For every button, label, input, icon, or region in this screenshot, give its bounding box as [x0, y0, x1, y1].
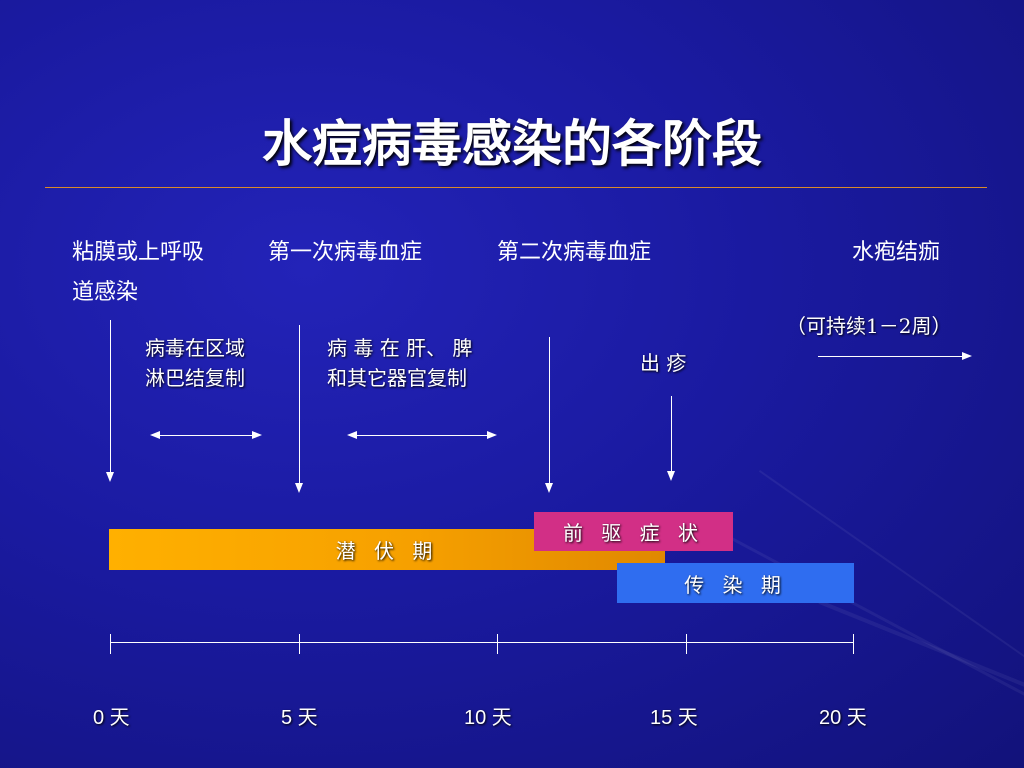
organ-span-right-head: [487, 431, 497, 439]
timeline-tick: [853, 634, 854, 654]
arrow-rash-shaft: [671, 396, 672, 471]
lymph-span-left-head: [150, 431, 160, 439]
arrow-rash-head: [667, 471, 675, 481]
lymph-span-right-head: [252, 431, 262, 439]
timeline-axis: [110, 642, 854, 643]
header-mucosa-line1: 粘膜或上呼吸: [72, 240, 205, 265]
timeline-tick: [299, 634, 300, 654]
day-label-10: 10 天: [464, 707, 512, 729]
timeline-tick: [497, 634, 498, 654]
phase-contagious-label: 传 染 期: [684, 572, 787, 597]
arrow-viremia2-shaft: [549, 337, 550, 483]
phase-contagious-bar: 传 染 期: [617, 563, 854, 603]
duration-arrow-line: [818, 356, 964, 357]
day-label-20: 20 天: [819, 707, 867, 729]
slide-title: 水痘病毒感染的各阶段: [262, 114, 762, 173]
lymph-span-line: [158, 435, 252, 436]
organ-span-left-head: [347, 431, 357, 439]
phase-prodrome-bar: 前 驱 症 状: [534, 512, 733, 551]
note-lymph-line2: 淋巴结复制: [145, 366, 245, 390]
header-mucosa-line2: 道感染: [72, 280, 139, 305]
note-duration: （可持续1－2周）: [786, 314, 952, 338]
day-label-5: 5 天: [281, 707, 318, 729]
day-label-15: 15 天: [650, 707, 698, 729]
day-label-0: 0 天: [93, 707, 130, 729]
note-rash: 出 疹: [640, 351, 687, 375]
header-second-viremia: 第二次病毒血症: [497, 240, 652, 265]
phase-incubation-label: 潜 伏 期: [335, 539, 439, 563]
timeline-tick: [110, 634, 111, 654]
header-first-viremia: 第一次病毒血症: [268, 240, 423, 265]
timeline-tick: [686, 634, 687, 654]
arrow-viremia2-head: [545, 483, 553, 493]
phase-prodrome-label: 前 驱 症 状: [562, 521, 705, 545]
header-crusting: 水疱结痂: [852, 240, 941, 265]
note-organ-line1: 病 毒 在 肝、 脾: [327, 336, 473, 360]
arrow-viremia1-shaft: [299, 325, 300, 483]
title-divider: [45, 187, 987, 188]
arrow-mucosa-head: [106, 472, 114, 482]
duration-arrow-head: [962, 352, 972, 360]
arrow-viremia1-head: [295, 483, 303, 493]
organ-span-line: [355, 435, 487, 436]
note-lymph-line1: 病毒在区域: [145, 336, 245, 360]
note-organ-line2: 和其它器官复制: [327, 366, 467, 390]
arrow-mucosa-shaft: [110, 320, 111, 472]
